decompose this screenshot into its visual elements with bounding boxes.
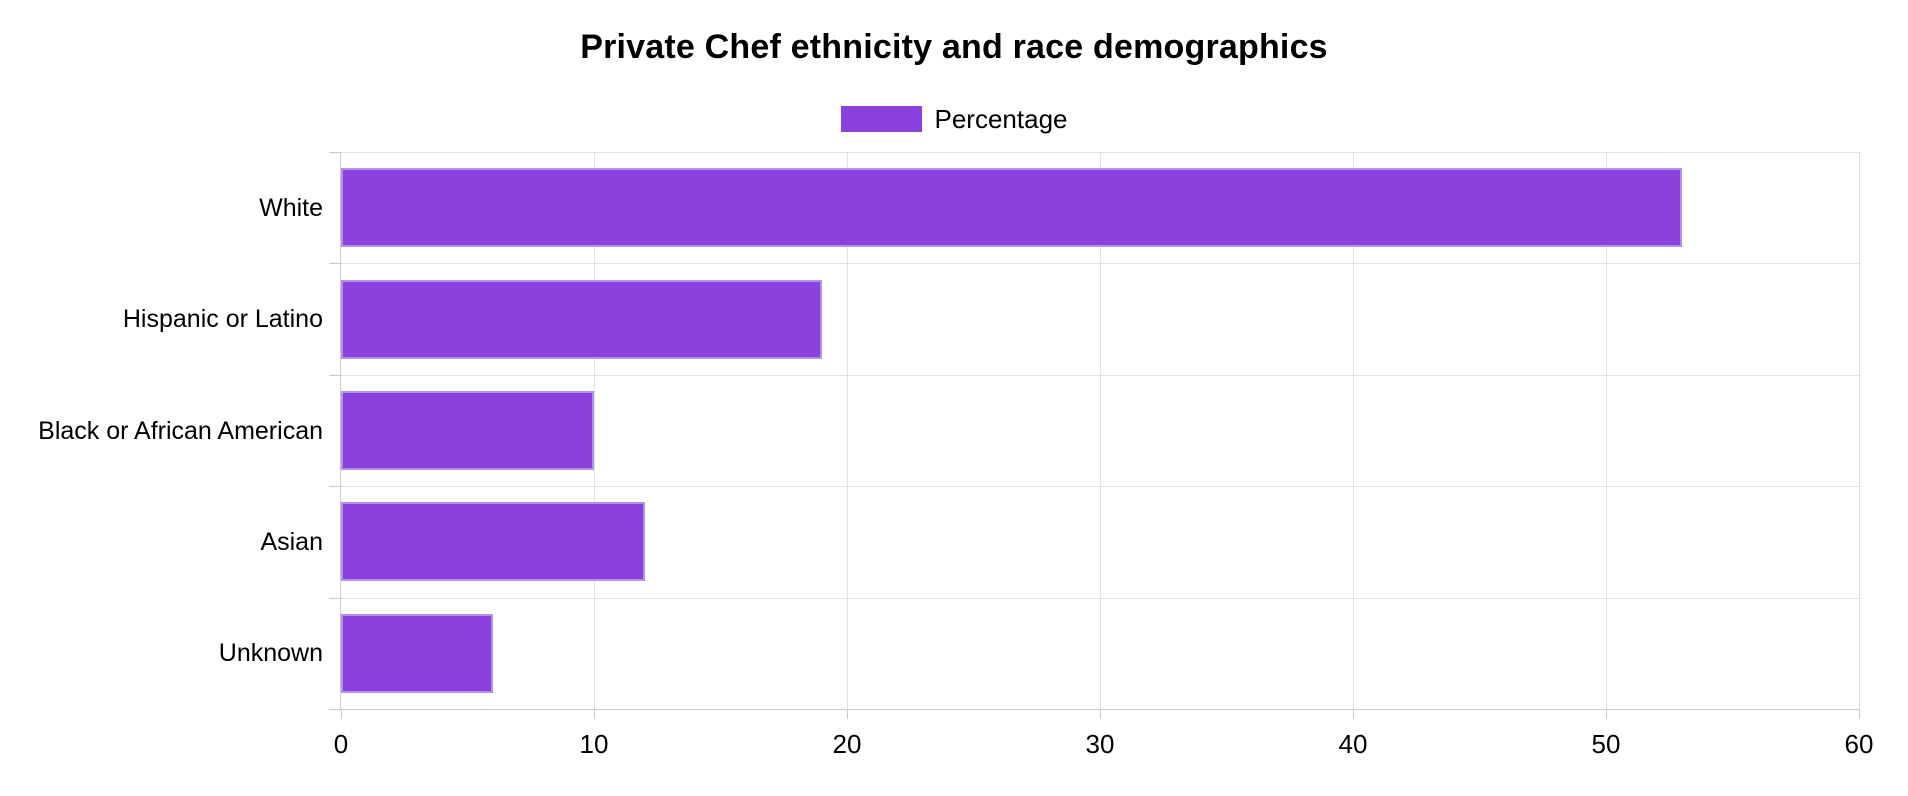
y-axis-tickmark-1: [329, 263, 341, 265]
x-axis-tickmark-50: [1606, 709, 1607, 719]
bar-row-asian: [341, 486, 1859, 597]
x-tick-label-30: 30: [1085, 729, 1115, 759]
x-tick-label-20: 20: [832, 729, 862, 759]
horizontal-gridline-4: [341, 597, 1859, 599]
x-axis-tickmark-20: [847, 709, 848, 719]
x-tick-label-40: 40: [1338, 729, 1368, 759]
x-axis-tickmark-60: [1859, 709, 1860, 719]
x-axis-tickmark-40: [1353, 709, 1354, 719]
plot-area: 0 10 20 30 40 50 60 White Hispanic or Latino Blac…: [38, 152, 1873, 757]
bar-hispanic-or-latino[interactable]: [341, 279, 822, 359]
y-label-asian: Asian: [260, 527, 323, 556]
y-axis-tickmark-0: [329, 152, 341, 153]
chart-title: Private Chef ethnicity and race demograp…: [580, 28, 1328, 66]
legend-swatch-icon: [840, 106, 922, 132]
horizontal-gridline-0: [341, 152, 1859, 153]
bar-row-hispanic-or-latino: [341, 263, 1859, 374]
vertical-gridline-60: [1859, 152, 1860, 709]
y-label-hispanic-or-latino: Hispanic or Latino: [122, 305, 323, 334]
x-axis-tickmark-30: [1100, 709, 1101, 719]
bar-asian[interactable]: [341, 502, 645, 582]
y-label-unknown: Unknown: [218, 639, 323, 668]
y-axis-tickmark-3: [329, 486, 341, 488]
bar-row-black-or-african-american: [341, 375, 1859, 486]
bar-black-or-african-american[interactable]: [341, 390, 594, 471]
x-tick-label-60: 60: [1844, 729, 1874, 759]
x-tick-label-50: 50: [1591, 729, 1621, 759]
bar-unknown[interactable]: [341, 613, 493, 693]
legend[interactable]: Percentage: [0, 106, 1908, 132]
y-axis-tickmark-5: [329, 709, 341, 710]
legend-label: Percentage: [934, 104, 1068, 134]
y-axis-tickmark-4: [329, 597, 341, 599]
horizontal-gridline-2: [341, 374, 1859, 376]
bar-row-white: [341, 152, 1859, 263]
bar-row-unknown: [341, 598, 1859, 709]
x-tick-label-10: 10: [579, 729, 609, 759]
vertical-gridline-20: [847, 152, 848, 709]
horizontal-gridline-3: [341, 486, 1859, 488]
x-axis-tickmark-0: [341, 709, 342, 719]
x-axis-tickmark-10: [594, 709, 595, 719]
vertical-gridline-40: [1353, 152, 1354, 709]
y-label-black-or-african-american: Black or African American: [38, 416, 323, 445]
bar-white[interactable]: [341, 168, 1682, 248]
vertical-gridline-50: [1606, 152, 1607, 709]
vertical-gridline-10: [594, 152, 595, 709]
x-tick-label-0: 0: [333, 729, 349, 759]
vertical-gridline-30: [1100, 152, 1101, 709]
y-label-white: White: [259, 193, 323, 222]
y-axis-tickmark-2: [329, 374, 341, 376]
horizontal-gridline-1: [341, 263, 1859, 265]
